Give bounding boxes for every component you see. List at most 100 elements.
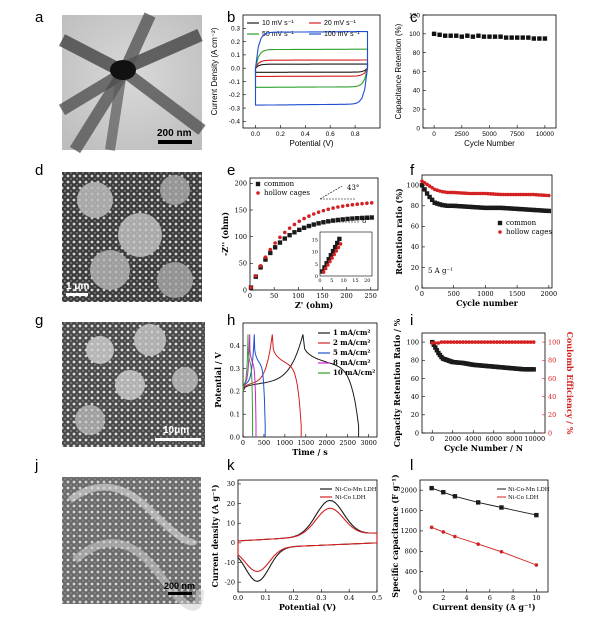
data-point — [445, 203, 450, 209]
panel-a-micrograph: 200 nm — [58, 12, 206, 154]
y-tick-label: 100 — [407, 182, 419, 190]
efficiency-point — [510, 340, 514, 344]
data-point — [499, 505, 504, 510]
data-point — [292, 222, 297, 227]
data-point — [287, 232, 292, 238]
x-tick-label: 1000 — [277, 439, 294, 447]
legend-entry: 5 mA/cm² — [333, 348, 370, 357]
legend-entry: Ni-Co-Mn LDH — [508, 487, 550, 493]
x-tick-label: 0.2 — [276, 131, 285, 138]
data-point — [470, 34, 476, 39]
efficiency-point — [464, 340, 468, 344]
y-axis-label: Capacity Retention Ratio / % — [392, 318, 402, 447]
x-tick-label: 100 — [292, 292, 304, 300]
x-tick-label: 2000 — [444, 435, 461, 443]
y-tick-label: 0 — [416, 125, 420, 132]
y-tick-label: 30 — [227, 480, 235, 488]
data-point — [487, 34, 492, 39]
y-axis-label: Capacitance Retention (%) — [394, 23, 403, 119]
data-point — [493, 205, 498, 211]
data-point — [516, 192, 521, 197]
y2-tick-label: 100 — [548, 338, 560, 346]
data-point — [519, 192, 523, 197]
legend-entry: common — [264, 180, 295, 188]
data-point — [268, 247, 273, 252]
inset-x-tick: 20 — [364, 278, 370, 284]
y-tick-label: 0.3 — [230, 365, 240, 373]
y-tick-label: -0.2 — [229, 92, 241, 99]
x-tick-label: 6 — [488, 594, 492, 602]
y-tick-label: 0 — [415, 429, 419, 437]
data-point — [369, 201, 374, 205]
inset-point — [323, 266, 328, 271]
data-point — [452, 203, 458, 209]
data-point — [499, 549, 504, 554]
y2-tick-label: 40 — [548, 393, 556, 401]
data-point — [498, 205, 503, 211]
data-point — [533, 207, 539, 213]
efficiency-point — [479, 340, 484, 344]
data-point — [478, 205, 483, 210]
efficiency-point — [522, 340, 527, 344]
panel-j-micrograph: 200 nm — [62, 477, 204, 611]
x-tick-label: 0 — [420, 290, 424, 298]
efficiency-point — [519, 340, 524, 344]
cv-curve-3 — [254, 31, 369, 106]
data-point — [511, 192, 516, 197]
efficiency-point — [470, 340, 475, 344]
cv-curve-0 — [254, 63, 369, 73]
data-point — [518, 206, 524, 212]
data-point — [462, 204, 468, 209]
data-point — [481, 191, 485, 196]
plot-frame — [249, 177, 379, 291]
data-point — [541, 208, 546, 213]
data-point — [316, 210, 321, 214]
x-tick-label: 5000 — [482, 131, 497, 138]
data-point — [355, 216, 360, 221]
data-point — [435, 201, 440, 206]
data-point — [526, 207, 531, 212]
y-tick-label: 100 — [409, 31, 420, 38]
chart-i-cycling: 0 2000 4000 6000 8000 10000020406080100Cycle … — [392, 318, 575, 453]
data-point — [544, 208, 549, 213]
x-tick-label: 500 — [447, 290, 459, 298]
legend-entry: 2 mA/cm² — [333, 338, 370, 347]
efficiency-point — [451, 340, 456, 344]
efficiency-point — [439, 340, 444, 344]
data-point — [539, 208, 544, 213]
efficiency-point — [513, 340, 518, 344]
scale-bar-a — [158, 140, 192, 144]
y-tick-label: 0.0 — [230, 433, 240, 441]
data-point — [515, 35, 520, 40]
data-point — [345, 203, 350, 208]
data-point — [495, 205, 501, 211]
plot-frame — [242, 322, 378, 438]
efficiency-point — [433, 341, 438, 345]
data-point — [263, 255, 268, 259]
y-tick-label: 120 — [409, 12, 420, 19]
data-point — [490, 205, 496, 211]
data-point — [547, 193, 551, 198]
data-point — [441, 490, 446, 495]
data-point — [470, 204, 475, 210]
annotation-line — [319, 185, 343, 200]
data-point — [345, 216, 350, 222]
gcd-curve-1 — [242, 334, 302, 437]
y-tick-label: 20 — [411, 411, 419, 419]
data-point — [501, 192, 505, 197]
data-point — [475, 500, 481, 505]
plot-frame — [419, 479, 549, 593]
x-tick-label: 0 — [418, 594, 422, 602]
legend-marker — [255, 181, 261, 187]
x-tick-label: 7500 — [510, 131, 525, 138]
data-point — [263, 257, 268, 262]
data-point — [326, 219, 331, 224]
x-tick-label: 2 — [441, 594, 445, 602]
data-point — [422, 187, 427, 192]
y-tick-label: 40 — [411, 243, 419, 251]
efficiency-point — [504, 340, 508, 344]
x-tick-label: 3000 — [360, 439, 377, 447]
data-point — [523, 207, 529, 212]
data-point — [454, 33, 459, 38]
y-tick-label: 60 — [411, 375, 419, 383]
